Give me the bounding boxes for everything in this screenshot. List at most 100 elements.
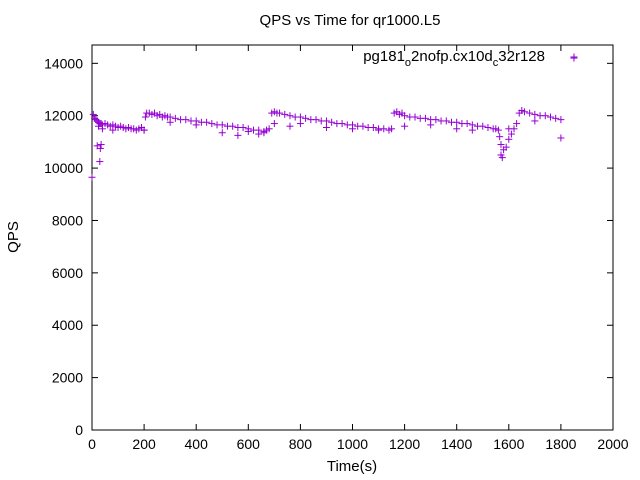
data-point [296,120,304,128]
y-tick-label: 0 [75,422,83,438]
legend: pg181o2nofp.cx10dc32r128 [363,48,578,69]
data-point [570,54,578,62]
data-point [513,120,521,128]
data-point [281,110,289,118]
data-point [96,158,104,166]
data-point [496,133,504,141]
data-point [140,126,148,134]
data-point [380,125,388,133]
data-points [88,54,578,181]
y-tick-label: 6000 [52,265,83,281]
data-point [286,112,294,120]
data-point [229,122,237,130]
data-point [322,117,330,125]
x-tick-label: 1200 [389,436,420,452]
x-tick-label: 1800 [545,436,576,452]
data-point [531,117,539,125]
data-point [218,121,226,129]
data-point [505,135,513,143]
data-point [270,120,278,128]
y-tick-label: 2000 [52,370,83,386]
x-tick-label: 400 [185,436,209,452]
data-point [531,110,539,118]
data-point [526,109,534,117]
data-point [244,127,252,135]
data-point [369,124,377,131]
legend-label-sub-1: o [405,57,411,69]
data-point [497,141,505,149]
data-point [234,131,242,139]
data-point [98,125,106,133]
data-point [401,112,409,120]
x-tick-label: 1000 [337,436,368,452]
data-point [239,124,247,131]
data-point [463,120,471,128]
x-tick-label: 600 [237,436,261,452]
data-point [276,109,284,117]
data-point [552,114,560,122]
data-point [494,126,502,134]
x-tick-label: 0 [88,436,96,452]
data-point [557,134,565,142]
y-tick-label: 10000 [44,160,83,176]
x-tick-label: 200 [132,436,156,452]
data-point [141,113,149,121]
data-point [88,173,96,181]
data-point [89,110,97,118]
chart-title: QPS vs Time for qr1000.L5 [260,12,441,29]
legend-label: pg181o2nofp.cx10dc32r128 [363,48,545,69]
data-point [296,113,304,121]
data-point [546,113,554,121]
data-point [484,124,492,131]
data-point [507,130,515,138]
data-point [427,121,435,129]
data-point [192,121,200,129]
data-point [203,118,211,126]
data-point [421,114,429,122]
data-point [497,151,505,159]
data-point [432,116,440,124]
data-point [401,122,409,130]
data-point [286,122,294,130]
data-point [557,116,565,124]
data-point [541,112,549,120]
data-point [375,126,383,134]
data-point [109,126,117,134]
data-point [359,122,367,130]
y-axis: 0 2000 4000 6000 8000 10000 12000 14000 [44,55,613,438]
data-point [388,125,396,133]
data-point [453,125,461,133]
x-axis-title: Time(s) [327,458,377,475]
data-point [265,125,273,133]
x-tick-label: 2000 [597,436,628,452]
data-point [97,141,105,149]
y-tick-label: 4000 [52,317,83,333]
data-point [218,129,226,137]
data-point [411,113,419,121]
data-point [338,120,346,128]
data-point [95,122,103,130]
legend-label-part-2: 2nofp.cx10d [411,48,493,65]
data-point [171,114,179,122]
data-point [208,120,216,128]
data-point [182,116,190,124]
y-tick-label: 12000 [44,108,83,124]
x-tick-label: 800 [289,436,313,452]
data-point [302,114,310,122]
plot-frame [91,44,614,431]
data-point [479,122,487,130]
x-tick-label: 1400 [441,436,472,452]
data-point [260,129,268,137]
data-point [96,144,104,152]
data-point [502,143,510,151]
data-point [505,125,513,133]
legend-label-part-1: pg181 [363,48,405,65]
data-point [166,118,174,126]
data-point [442,117,450,125]
x-tick-label: 1600 [493,436,524,452]
y-tick-label: 14000 [44,55,83,71]
data-point [468,126,476,134]
data-point [322,124,330,131]
data-point [255,130,263,138]
